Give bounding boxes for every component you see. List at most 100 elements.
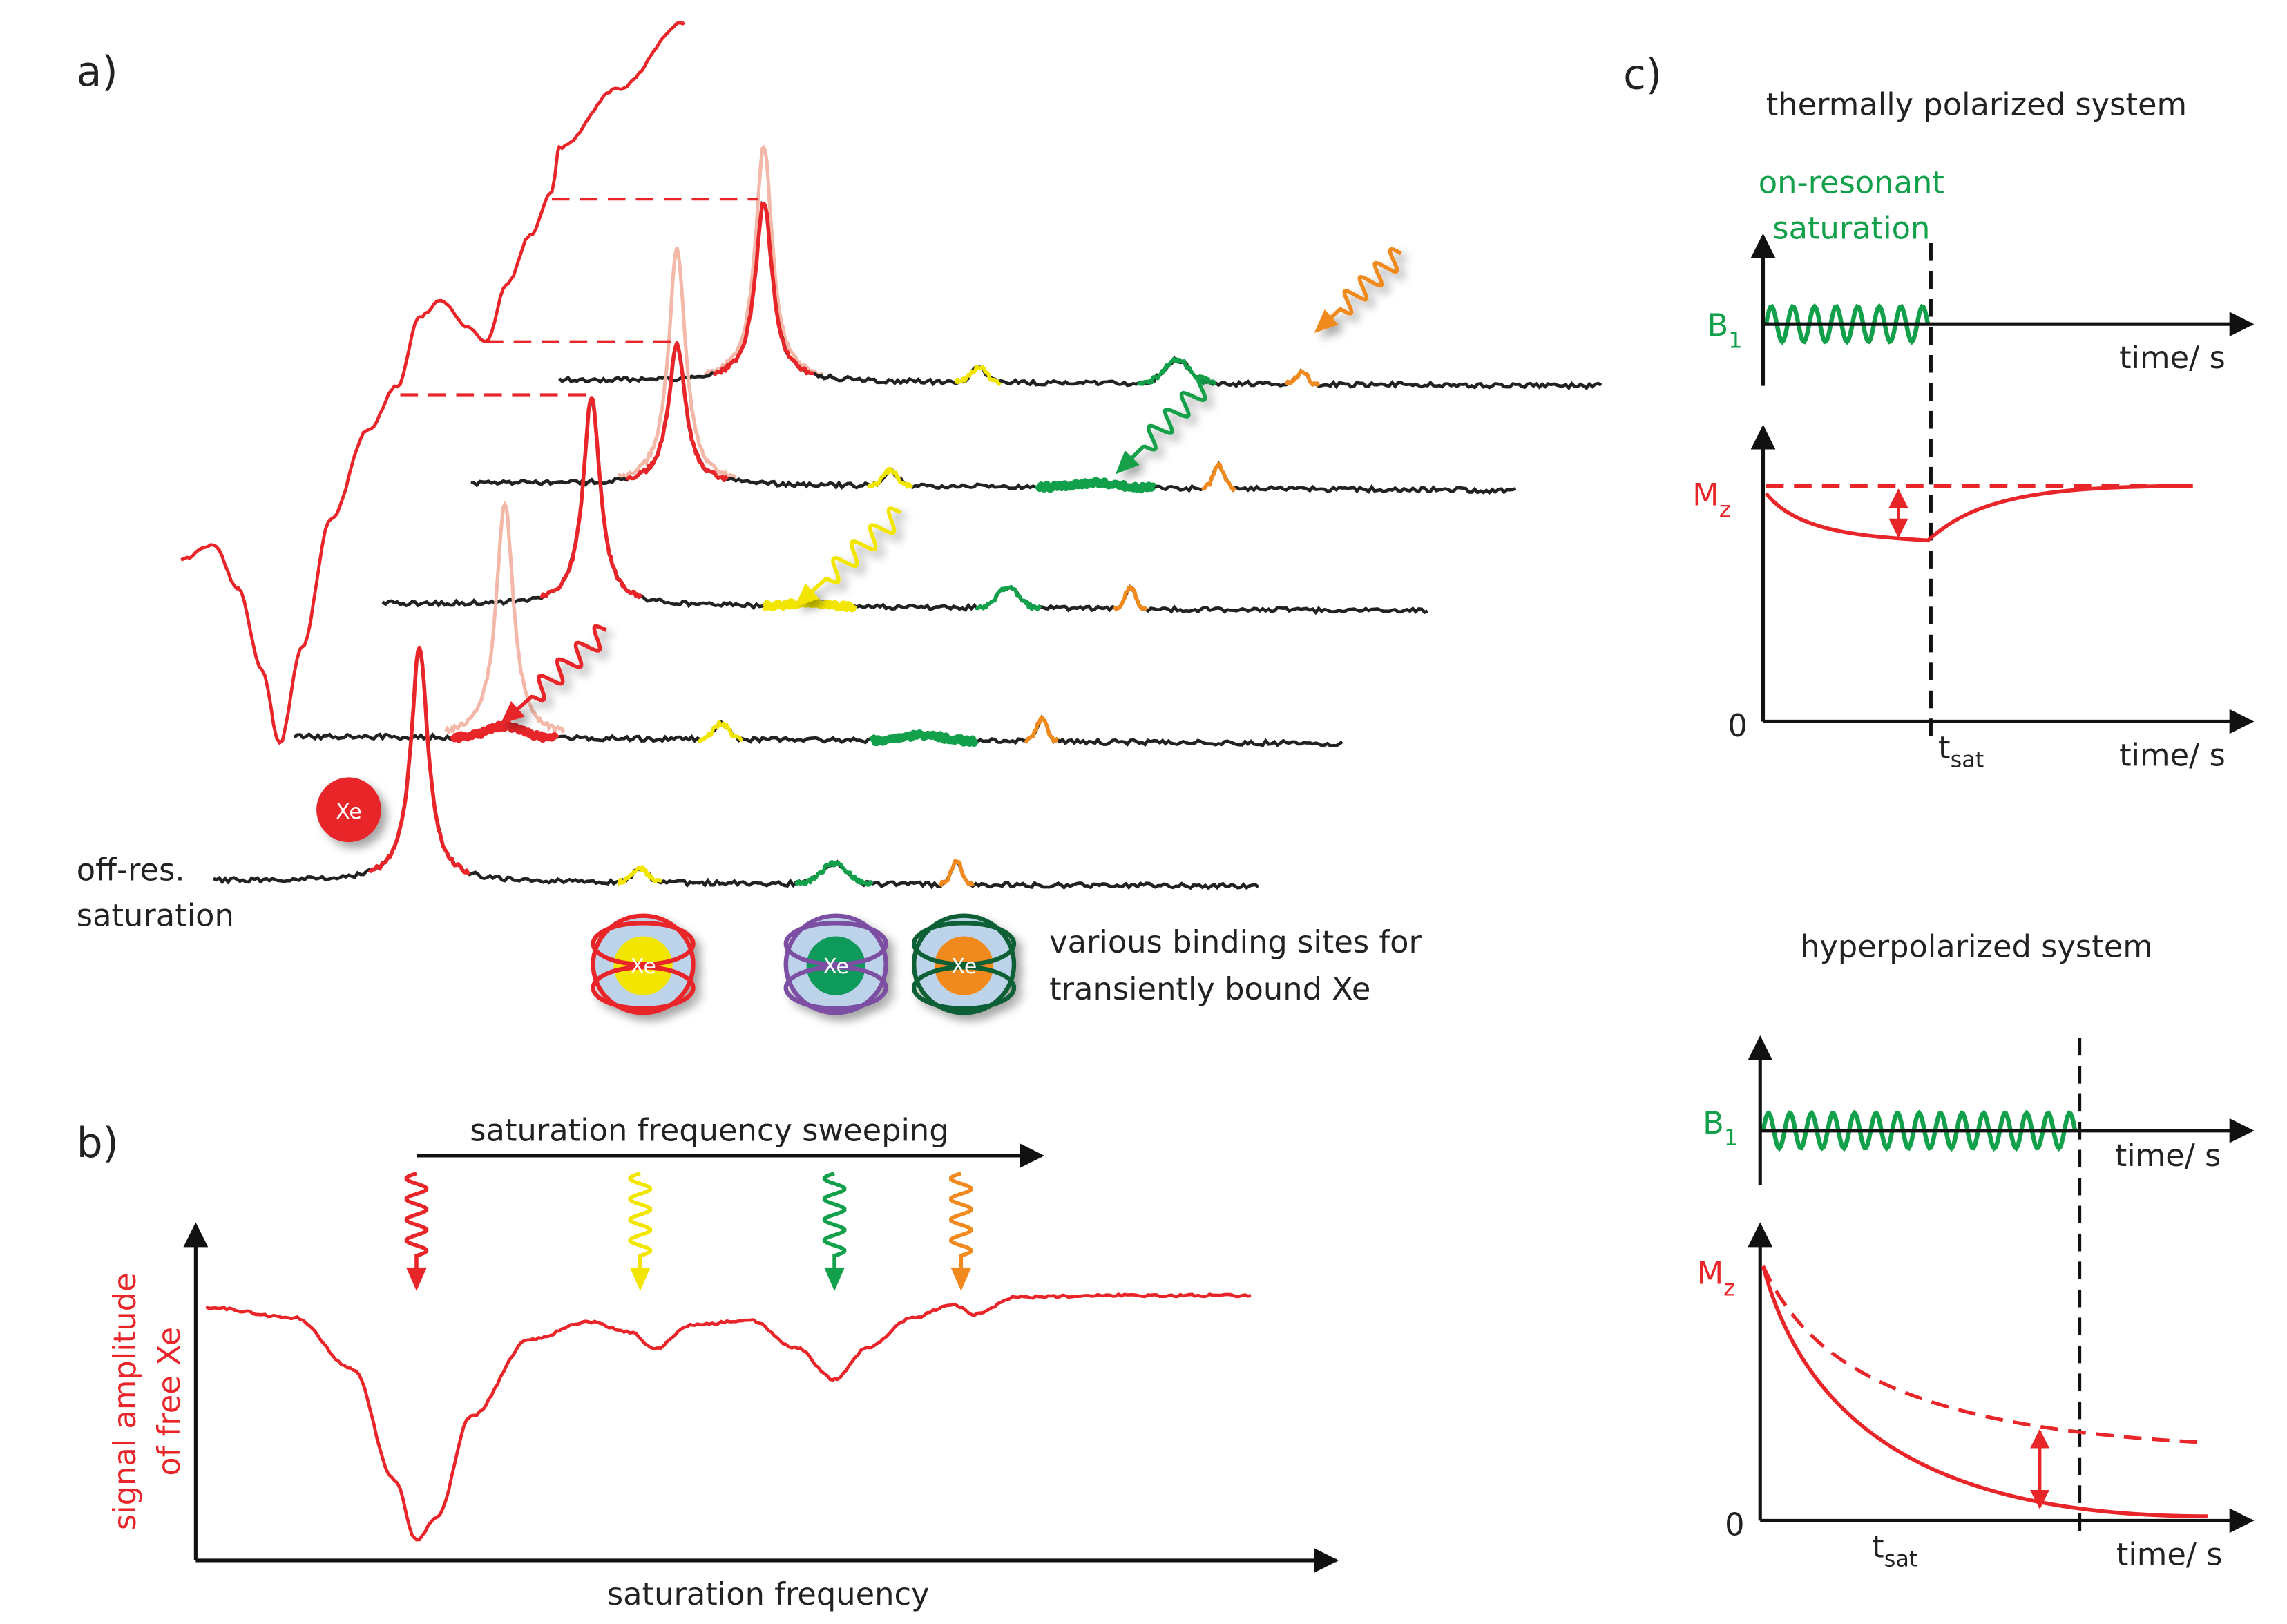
annotation: off-res. <box>77 852 185 888</box>
magnetization-curve <box>1761 1265 2208 1518</box>
cage <box>911 913 1017 1015</box>
annotation: various binding sites for <box>1049 924 1422 960</box>
wavy-arrow <box>1116 374 1211 475</box>
saturated-peak <box>618 247 738 481</box>
spectrum <box>381 397 1428 615</box>
spectrum-peak <box>449 720 559 743</box>
wave <box>1127 374 1211 463</box>
arrowhead <box>1116 450 1140 475</box>
xe-label: Xe <box>951 955 977 979</box>
reference-curve <box>1761 1265 2208 1445</box>
annotation: saturation frequency sweeping <box>470 1112 948 1149</box>
wave <box>822 1171 847 1274</box>
spectrum-peak <box>938 859 975 888</box>
symbol: t <box>1938 729 1951 766</box>
wave <box>1327 247 1402 322</box>
rf-pulse <box>1763 303 1931 345</box>
spectrum-peak <box>975 584 1042 611</box>
subscript: z <box>1719 496 1731 522</box>
spectrum-peak <box>1035 477 1157 494</box>
wavy-arrow <box>628 1171 653 1292</box>
spectrum-peak <box>625 341 729 483</box>
arrowhead <box>824 1267 845 1292</box>
subtitle: hyperpolarized system <box>1800 928 2153 964</box>
spectrum <box>212 647 1260 890</box>
arrowhead <box>500 700 525 725</box>
envelope-curve <box>180 21 686 745</box>
saturated-peak <box>703 144 824 379</box>
symbol: B <box>1703 1105 1724 1141</box>
wavy-arrow <box>822 1171 847 1292</box>
symbol: M <box>1692 476 1719 513</box>
y-axis-label: signal amplitude <box>106 1273 143 1531</box>
axis-label: B1 <box>1703 1105 1738 1151</box>
axis-label: 0 <box>1725 1507 1744 1543</box>
symbol: M <box>1697 1254 1724 1291</box>
wave <box>404 1171 429 1274</box>
spectrum-peak <box>794 860 874 887</box>
arrowhead <box>950 1267 972 1292</box>
spectrum-peak <box>367 645 471 876</box>
xe-label: Xe <box>823 955 848 979</box>
annotation: saturation <box>1772 210 1930 247</box>
arrowhead <box>629 1267 651 1292</box>
axis-label: time/ s <box>2116 1536 2223 1572</box>
axis-label: tsat <box>1938 729 1984 773</box>
spectrum-peak <box>712 201 814 377</box>
wavy-arrow <box>794 506 902 607</box>
panel-label: a) <box>77 48 118 96</box>
panel-label: b) <box>77 1120 119 1167</box>
panel-label: c) <box>1623 51 1662 99</box>
subscript: sat <box>1951 747 1984 773</box>
spectrum-peak <box>954 364 1002 386</box>
axis-label: time/ s <box>2119 736 2226 773</box>
spectrum-peak <box>1201 462 1236 492</box>
x-axis-label: saturation frequency <box>607 1576 930 1612</box>
subtitle: thermally polarized system <box>1766 86 2187 123</box>
annotation: transiently bound Xe <box>1049 971 1370 1007</box>
axis-label: 0 <box>1728 707 1747 744</box>
spectrum-peak <box>617 865 662 886</box>
spectrum-peak <box>539 396 643 600</box>
axis-label: time/ s <box>2119 339 2226 376</box>
wavy-arrow <box>949 1171 973 1292</box>
cage <box>783 913 888 1015</box>
y-axis-label: of free Xe <box>151 1327 187 1476</box>
spectrum-peak <box>761 597 858 613</box>
wave <box>807 506 902 596</box>
xe-atom <box>316 777 381 843</box>
annotation: saturation <box>77 897 234 934</box>
spectrum-peak <box>1136 356 1217 387</box>
subscript: sat <box>1884 1545 1918 1572</box>
subscript: 1 <box>1724 1125 1738 1151</box>
wave <box>513 624 608 714</box>
xe-label: Xe <box>336 800 361 824</box>
symbol: t <box>1872 1529 1884 1565</box>
axis-label: tsat <box>1872 1529 1917 1572</box>
rf-pulse <box>1761 1109 2078 1152</box>
cage <box>591 913 696 1015</box>
spectrum-peak <box>1024 715 1060 744</box>
axis-label: Mz <box>1692 476 1730 522</box>
spectrum <box>470 343 1517 495</box>
spectrum-peak <box>869 729 979 747</box>
subscript: z <box>1723 1274 1735 1301</box>
xe-label: Xe <box>630 955 656 979</box>
arrowhead <box>1314 309 1339 333</box>
axis-label: Mz <box>1697 1254 1735 1301</box>
wavy-arrow <box>500 624 608 725</box>
spectrum-peak <box>697 720 744 743</box>
wave <box>628 1171 653 1274</box>
subscript: 1 <box>1728 327 1742 353</box>
saturated-peak <box>444 500 566 735</box>
spectrum <box>558 200 1602 391</box>
wave <box>949 1171 973 1274</box>
symbol: B <box>1707 307 1729 343</box>
spectrum-peak <box>866 466 914 489</box>
wavy-arrow <box>1314 247 1402 333</box>
spectrum-peak <box>1284 369 1321 388</box>
axis-label: B1 <box>1707 307 1743 353</box>
arrowhead <box>406 1267 427 1292</box>
annotation: on-resonant <box>1759 164 1944 201</box>
